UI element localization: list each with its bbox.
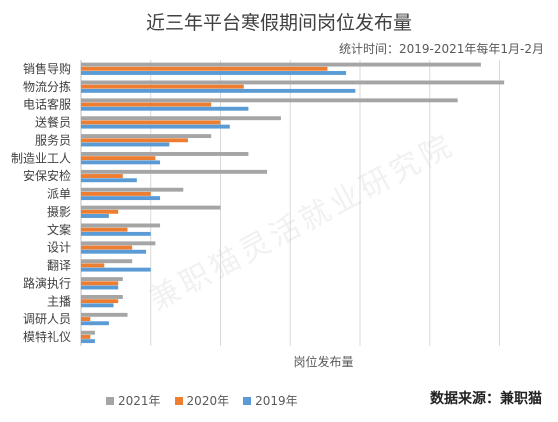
bar-2021年-派单: [81, 187, 184, 192]
bar-2019年-物流分拣: [81, 88, 356, 93]
bar-2021年-主播: [81, 295, 123, 299]
legend-item: 2020年: [174, 392, 230, 409]
bar-2021年-摄影: [81, 205, 221, 210]
bar-2021年-物流分拣: [81, 80, 505, 85]
bar-2020年-文案: [81, 227, 128, 232]
category-label: 调研人员: [23, 312, 71, 326]
bar-2020年-制造业工人: [81, 156, 156, 161]
bar-2021年-翻译: [81, 259, 133, 264]
legend-item: 2019年: [243, 392, 298, 409]
bar-2019年-制造业工人: [81, 160, 161, 165]
bar-2020年-调研人员: [81, 317, 91, 321]
category-label: 销售导购: [23, 61, 71, 76]
chart-subtitle: 统计时间：2019-2021年每年1月-2月: [338, 42, 544, 56]
bar-2019年-电话客服: [81, 106, 249, 111]
bar-2021年-服务员: [81, 134, 212, 139]
bar-2019年-翻译: [81, 267, 151, 272]
bar-2019年-文案: [81, 231, 151, 236]
category-label: 派单: [47, 187, 71, 201]
legend-swatch: [174, 396, 183, 405]
legend-swatch: [243, 396, 252, 405]
bar-2021年-模特礼仪: [81, 330, 95, 335]
bar-2019年-主播: [81, 303, 114, 308]
bar-2020年-摄影: [81, 209, 119, 214]
bar-2021年-电话客服: [81, 98, 458, 103]
category-label: 主播: [47, 294, 71, 308]
bar-2021年-销售导购: [81, 62, 481, 67]
chart-legend: 2021年 2020年 2019年: [106, 392, 298, 409]
legend-label: 2019年: [255, 394, 298, 408]
category-label: 服务员: [35, 132, 71, 147]
category-label: 送餐员: [35, 115, 71, 130]
category-label: 翻译: [47, 259, 71, 273]
bar-2021年-制造业工人: [81, 152, 249, 156]
category-label: 摄影: [47, 204, 71, 219]
bar-2019年-派单: [81, 196, 161, 201]
bar-2019年-销售导购: [81, 71, 347, 75]
source-note: 数据来源：兼职猫: [430, 391, 542, 407]
chart-title: 近三年平台寒假期间岗位发布量: [145, 12, 412, 34]
category-label: 模特礼仪: [23, 329, 71, 344]
bar-2021年-安保安检: [81, 169, 267, 174]
bar-2020年-安保安检: [81, 174, 123, 178]
category-label: 设计: [47, 241, 71, 255]
category-label: 路演执行: [23, 275, 71, 290]
bar-2019年-模特礼仪: [81, 339, 95, 344]
bar-2020年-派单: [81, 191, 151, 196]
legend-label: 2021年: [118, 394, 161, 408]
bar-2021年-送餐员: [81, 116, 281, 121]
bar-2019年-安保安检: [81, 178, 137, 183]
bar-2021年-路演执行: [81, 277, 123, 282]
bar-2020年-物流分拣: [81, 84, 244, 89]
bar-2019年-设计: [81, 249, 147, 254]
category-label: 电话客服: [23, 97, 71, 112]
bar-2019年-路演执行: [81, 285, 119, 290]
x-axis-title: 岗位发布量: [293, 354, 353, 369]
category-label: 安保安检: [23, 168, 71, 183]
bar-2021年-调研人员: [81, 312, 128, 317]
bar-2020年-电话客服: [81, 102, 212, 107]
bar-2019年-服务员: [81, 142, 170, 147]
category-label: 文案: [47, 222, 71, 237]
bar-2020年-模特礼仪: [81, 334, 91, 339]
bar-2020年-销售导购: [81, 66, 328, 71]
bar-2021年-文案: [81, 223, 161, 228]
bar-2019年-摄影: [81, 214, 109, 218]
category-label: 制造业工人: [11, 151, 71, 165]
bar-2020年-送餐员: [81, 120, 221, 125]
bar-2020年-设计: [81, 245, 133, 250]
bar-2020年-主播: [81, 299, 119, 304]
legend-item: 2021年: [106, 392, 161, 409]
bar-2020年-服务员: [81, 138, 188, 143]
bar-2019年-调研人员: [81, 321, 109, 326]
bar-2020年-翻译: [81, 263, 105, 268]
legend-label: 2020年: [186, 394, 230, 408]
bar-2020年-路演执行: [81, 281, 119, 286]
bar-2021年-设计: [81, 241, 156, 246]
bar-2019年-送餐员: [81, 124, 230, 129]
legend-swatch: [106, 396, 114, 405]
category-label: 物流分拣: [23, 79, 71, 94]
